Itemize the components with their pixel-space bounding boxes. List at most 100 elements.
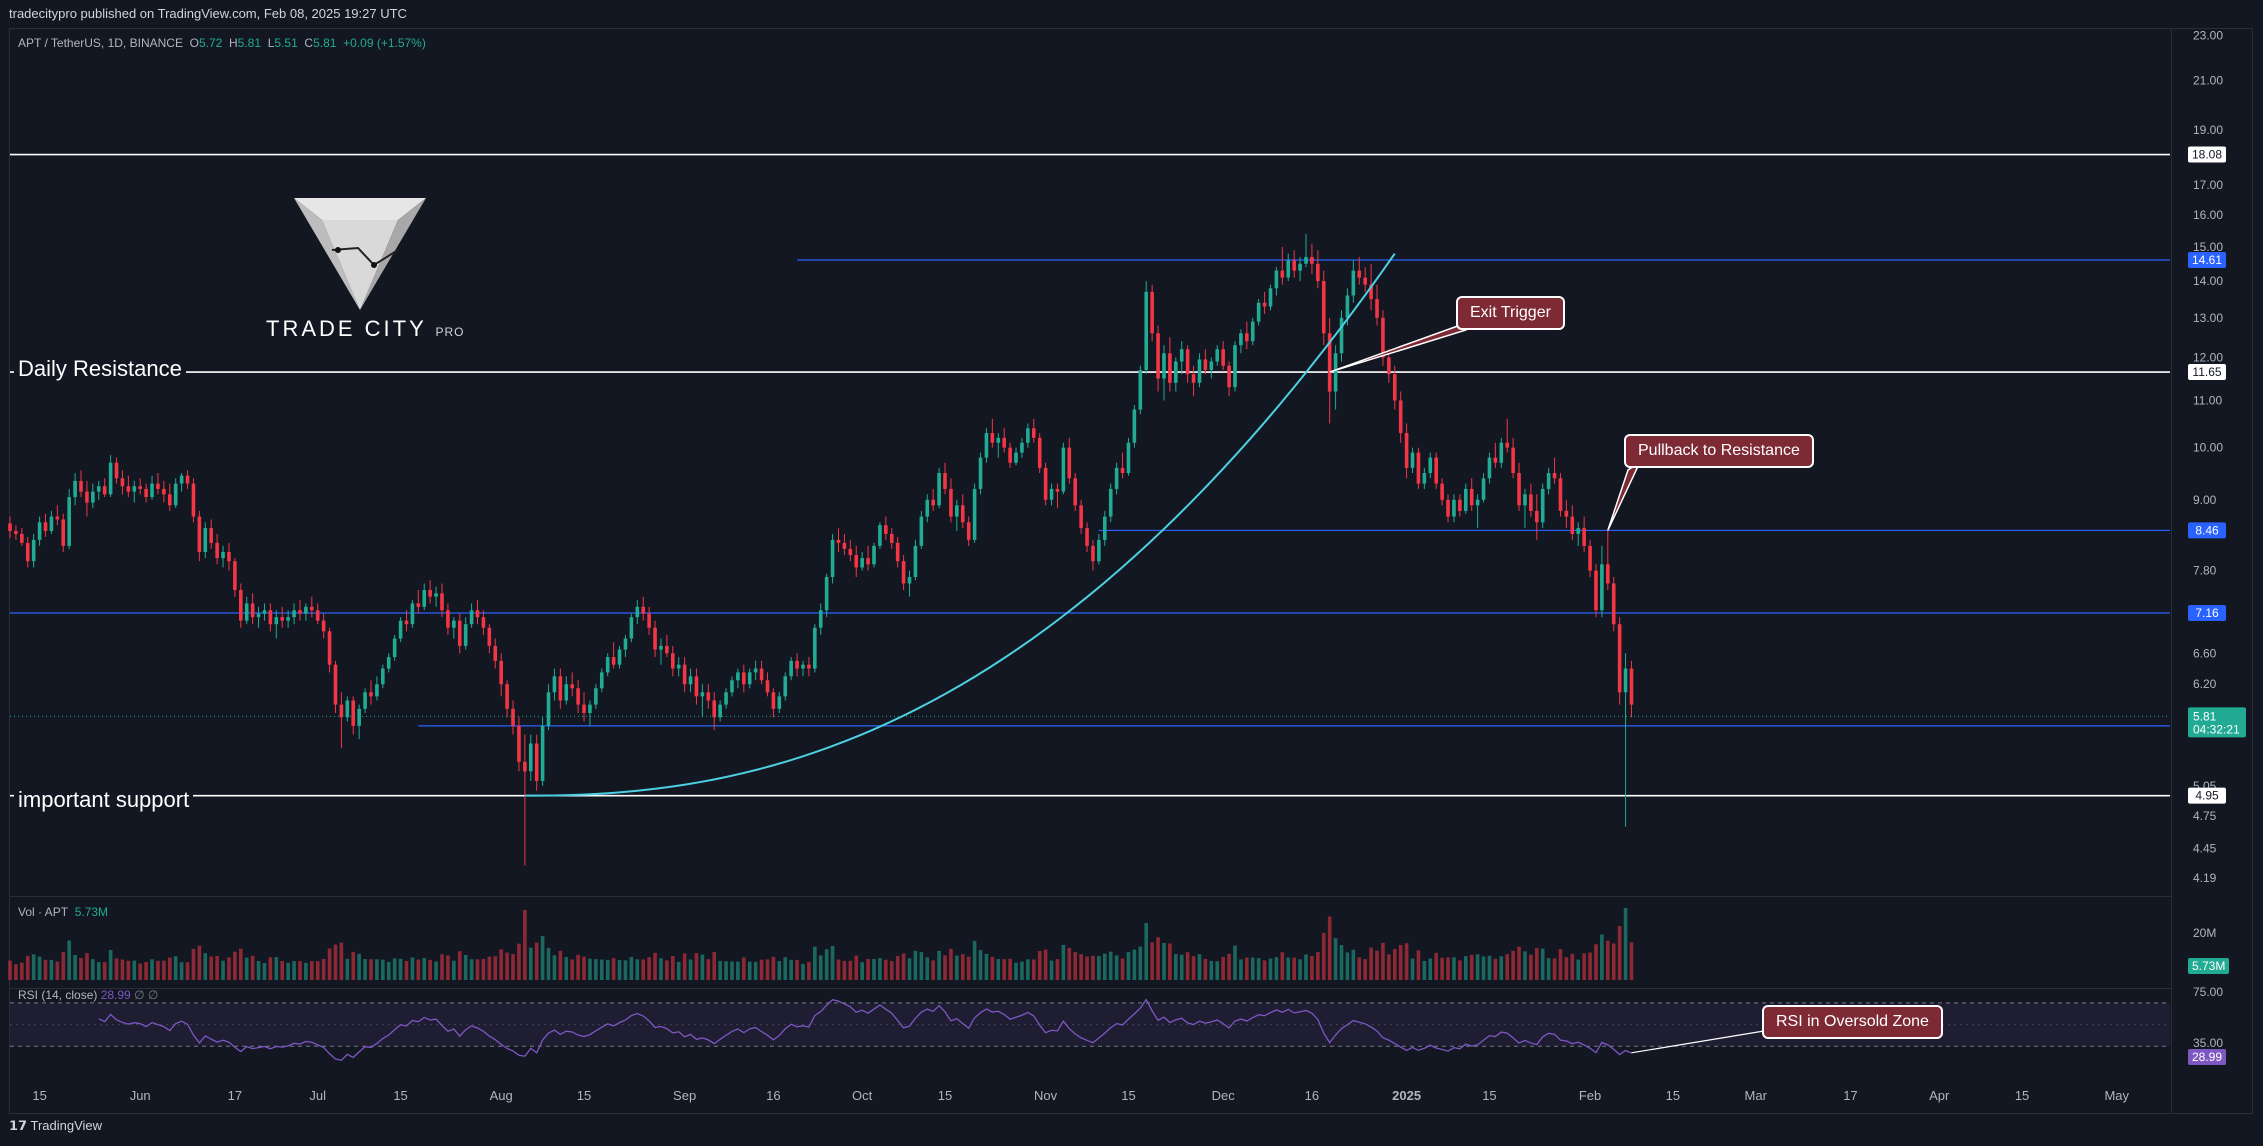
volume-bar xyxy=(1582,953,1586,980)
level-badge-bg xyxy=(2188,522,2226,539)
x-tick-label: 16 xyxy=(766,1088,780,1103)
volume-bar xyxy=(481,959,486,980)
volume-bar xyxy=(1221,956,1225,980)
volume-bar xyxy=(783,957,788,980)
x-tick-label: 15 xyxy=(2015,1088,2029,1103)
candle-body xyxy=(1446,499,1450,517)
candle-body xyxy=(1138,369,1143,410)
volume-bar xyxy=(1540,948,1545,980)
candle-body xyxy=(925,499,930,517)
x-tick-label: Jul xyxy=(309,1088,326,1103)
rsi-oversold-callout[interactable]: RSI in Oversold Zone xyxy=(1762,1005,1943,1039)
volume-bar xyxy=(315,961,320,980)
candle-body xyxy=(1392,374,1397,401)
volume-bar xyxy=(1327,916,1332,980)
tradingview-footer[interactable]: 𝟭𝟳 TradingView xyxy=(9,1118,102,1134)
volume-bar xyxy=(984,953,989,980)
candle-body xyxy=(1227,365,1231,388)
volume-bar xyxy=(1227,953,1231,980)
volume-bar xyxy=(546,947,551,980)
candle-body xyxy=(1339,317,1344,354)
candle-body xyxy=(1026,428,1030,443)
volume-bar xyxy=(540,935,545,980)
volume-bar xyxy=(256,961,261,980)
volume-bar xyxy=(670,955,675,980)
volume-bar xyxy=(996,959,1001,980)
volume-bar xyxy=(1404,943,1409,980)
symbol-info-bar[interactable]: APT / TetherUS, 1D, BINANCE O5.72 H5.81 … xyxy=(18,36,426,50)
volume-bar xyxy=(1458,960,1462,980)
volume-bar xyxy=(949,948,953,980)
candle-body xyxy=(256,613,261,618)
candle-body xyxy=(1540,488,1545,523)
candle-body xyxy=(635,606,640,618)
y-tick-label: 13.00 xyxy=(2193,311,2223,325)
volume-bar xyxy=(398,958,403,980)
candle-body xyxy=(1552,473,1557,479)
candle-body xyxy=(1416,452,1421,484)
candle-body xyxy=(339,704,344,718)
volume-bar xyxy=(440,954,444,980)
volume-bar xyxy=(824,949,829,980)
x-tick-label: 15 xyxy=(1482,1088,1496,1103)
candle-body xyxy=(670,653,675,669)
candle-body xyxy=(682,664,687,685)
candle-body xyxy=(1606,564,1610,584)
exit-trigger-callout[interactable]: Exit Trigger xyxy=(1456,296,1565,330)
volume-bar xyxy=(1191,956,1196,980)
pullback-callout[interactable]: Pullback to Resistance xyxy=(1624,434,1814,468)
volume-bar xyxy=(753,961,758,980)
candle-body xyxy=(937,473,941,506)
volume-bar xyxy=(1067,947,1072,980)
candle-body xyxy=(653,627,657,650)
volume-bar xyxy=(1280,952,1285,980)
volume-bar xyxy=(1387,954,1391,980)
x-tick-label: 15 xyxy=(938,1088,952,1103)
volume-bar xyxy=(457,951,462,980)
volume-bar xyxy=(925,957,930,980)
candle-body xyxy=(386,657,391,669)
candle-body xyxy=(1268,288,1273,307)
volume-bar xyxy=(1345,952,1350,980)
x-tick-label: 15 xyxy=(577,1088,591,1103)
candle-body xyxy=(274,617,279,625)
level-badge-bg xyxy=(2188,146,2226,163)
candle-body xyxy=(818,610,823,628)
volume-bar xyxy=(452,960,456,980)
volume-bar xyxy=(1392,948,1397,980)
candle-body xyxy=(884,525,888,534)
candle-body xyxy=(1020,442,1024,453)
volume-bar xyxy=(167,957,172,980)
candle-body xyxy=(1280,270,1285,278)
candle-body xyxy=(1398,400,1403,434)
level-badge-bg xyxy=(2188,787,2226,804)
important-support-label[interactable]: important support xyxy=(14,787,194,813)
volume-bar xyxy=(742,957,746,980)
volume-bar xyxy=(1102,953,1107,980)
volume-bar xyxy=(552,955,557,980)
candle-body xyxy=(872,545,876,565)
volume-bar xyxy=(1310,956,1314,980)
footer-brand[interactable]: TradingView xyxy=(30,1118,103,1133)
volume-bar xyxy=(191,948,196,980)
volume-bar xyxy=(1611,943,1616,980)
x-tick-label: Dec xyxy=(1212,1088,1236,1103)
x-tick-label: Oct xyxy=(852,1088,873,1103)
y-tick-label: 4.75 xyxy=(2193,809,2217,823)
volume-bar xyxy=(1576,959,1581,980)
rsi-label: RSI (14, close) 28.99 ∅ ∅ xyxy=(18,988,158,1002)
chart-frame xyxy=(9,28,2253,1114)
volume-bar xyxy=(1422,960,1427,980)
volume-bar xyxy=(1043,949,1048,980)
daily-resistance-label[interactable]: Daily Resistance xyxy=(14,356,186,382)
symbol-name[interactable]: APT / TetherUS, 1D, BINANCE xyxy=(18,36,183,50)
volume-bar xyxy=(1008,958,1012,980)
candle-body xyxy=(1091,545,1095,562)
candle-body xyxy=(422,590,427,607)
candle-body xyxy=(972,488,977,540)
candle-body xyxy=(1126,442,1131,474)
candle-body xyxy=(1505,442,1510,448)
volume-bar xyxy=(617,960,622,980)
volume-bar xyxy=(528,947,533,980)
